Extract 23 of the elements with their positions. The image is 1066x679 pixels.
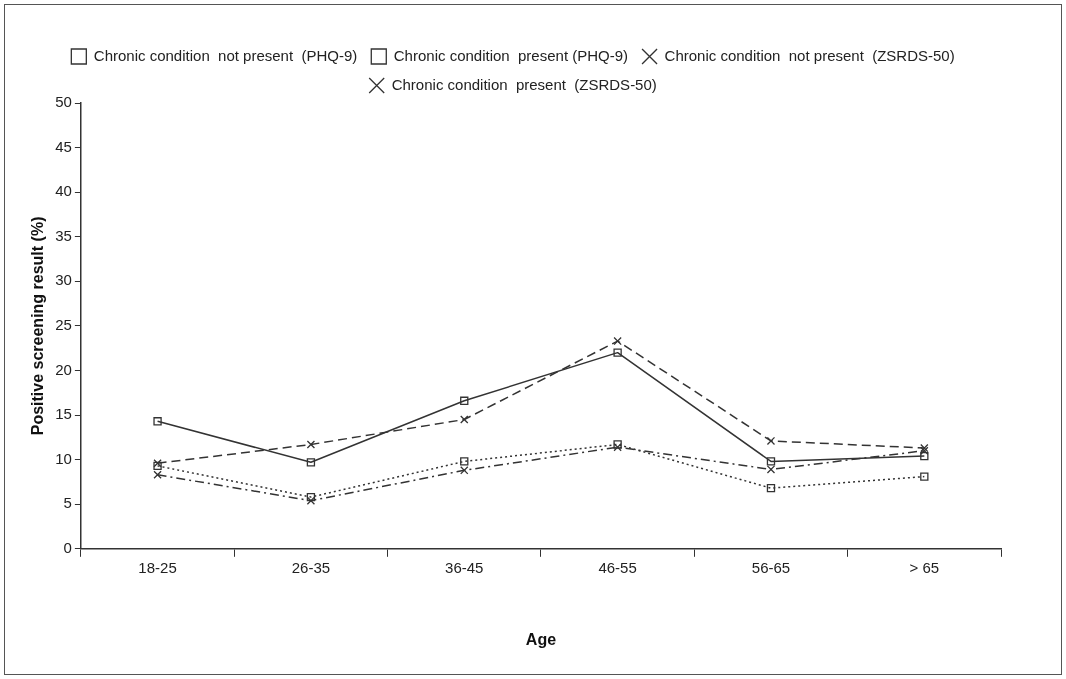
y-tick-label: 10 bbox=[55, 449, 72, 467]
x-axis-title: Age bbox=[525, 630, 557, 648]
x-tick-label: > 65 bbox=[909, 558, 940, 576]
y-tick-label: 40 bbox=[55, 182, 72, 200]
x-tick-label: 18-25 bbox=[138, 558, 177, 576]
x-tick-label: 46-55 bbox=[598, 558, 637, 576]
y-tick-label: 5 bbox=[63, 494, 72, 512]
legend-label: Chronic condition present (ZSRDS-50) bbox=[391, 75, 657, 93]
legend-label: Chronic condition not present (ZSRDS-50) bbox=[664, 46, 955, 64]
legend-label: Chronic condition present (PHQ-9) bbox=[393, 46, 629, 64]
x-tick-label: 36-45 bbox=[445, 558, 484, 576]
y-tick-label: 45 bbox=[55, 137, 72, 155]
y-axis-title: Positive screening result (%) bbox=[29, 216, 47, 436]
y-tick-label: 50 bbox=[55, 93, 72, 111]
x-tick-label: 26-35 bbox=[291, 558, 331, 576]
y-tick-label: 20 bbox=[55, 360, 72, 378]
legend-label: Chronic condition not present (PHQ-9) bbox=[93, 46, 358, 64]
x-tick-label: 56-65 bbox=[751, 558, 791, 576]
y-tick-label: 35 bbox=[55, 226, 72, 244]
y-tick-label: 30 bbox=[55, 271, 72, 289]
y-tick-label: 15 bbox=[55, 405, 72, 423]
y-tick-label: 0 bbox=[63, 538, 72, 556]
y-tick-label: 25 bbox=[55, 316, 72, 334]
